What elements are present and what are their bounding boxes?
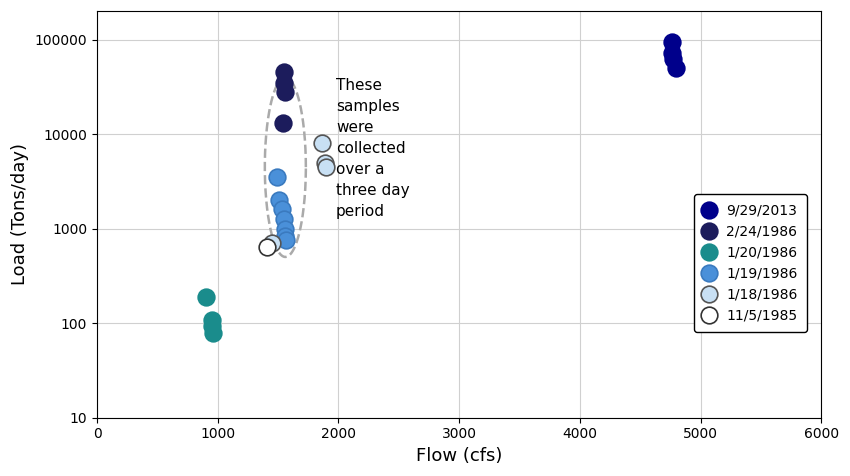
2/24/1986 — [278, 88, 292, 96]
9/29/2013 — [666, 55, 680, 63]
1/19/1986 — [279, 232, 292, 239]
Text: These
samples
were
collected
over a
three day
period: These samples were collected over a thre… — [336, 78, 410, 219]
2/24/1986 — [276, 119, 290, 127]
1/18/1986 — [320, 163, 333, 171]
11/5/1985 — [260, 243, 274, 251]
1/20/1986 — [205, 316, 218, 324]
Y-axis label: Load (Tons/day): Load (Tons/day) — [11, 143, 29, 285]
1/20/1986 — [206, 322, 219, 330]
1/19/1986 — [278, 226, 292, 233]
1/19/1986 — [277, 216, 291, 223]
1/18/1986 — [314, 139, 328, 147]
1/18/1986 — [319, 159, 332, 166]
1/19/1986 — [279, 236, 292, 244]
1/19/1986 — [273, 196, 286, 204]
X-axis label: Flow (cfs): Flow (cfs) — [416, 447, 502, 465]
1/20/1986 — [206, 329, 219, 337]
1/19/1986 — [270, 173, 284, 181]
1/18/1986 — [265, 239, 279, 247]
1/20/1986 — [199, 293, 212, 300]
9/29/2013 — [665, 49, 678, 57]
2/24/1986 — [277, 79, 291, 87]
2/24/1986 — [277, 69, 291, 76]
9/29/2013 — [670, 64, 683, 72]
1/19/1986 — [275, 206, 289, 213]
Legend: 9/29/2013, 2/24/1986, 1/20/1986, 1/19/1986, 1/18/1986, 11/5/1985: 9/29/2013, 2/24/1986, 1/20/1986, 1/19/19… — [694, 194, 808, 332]
9/29/2013 — [665, 38, 678, 46]
